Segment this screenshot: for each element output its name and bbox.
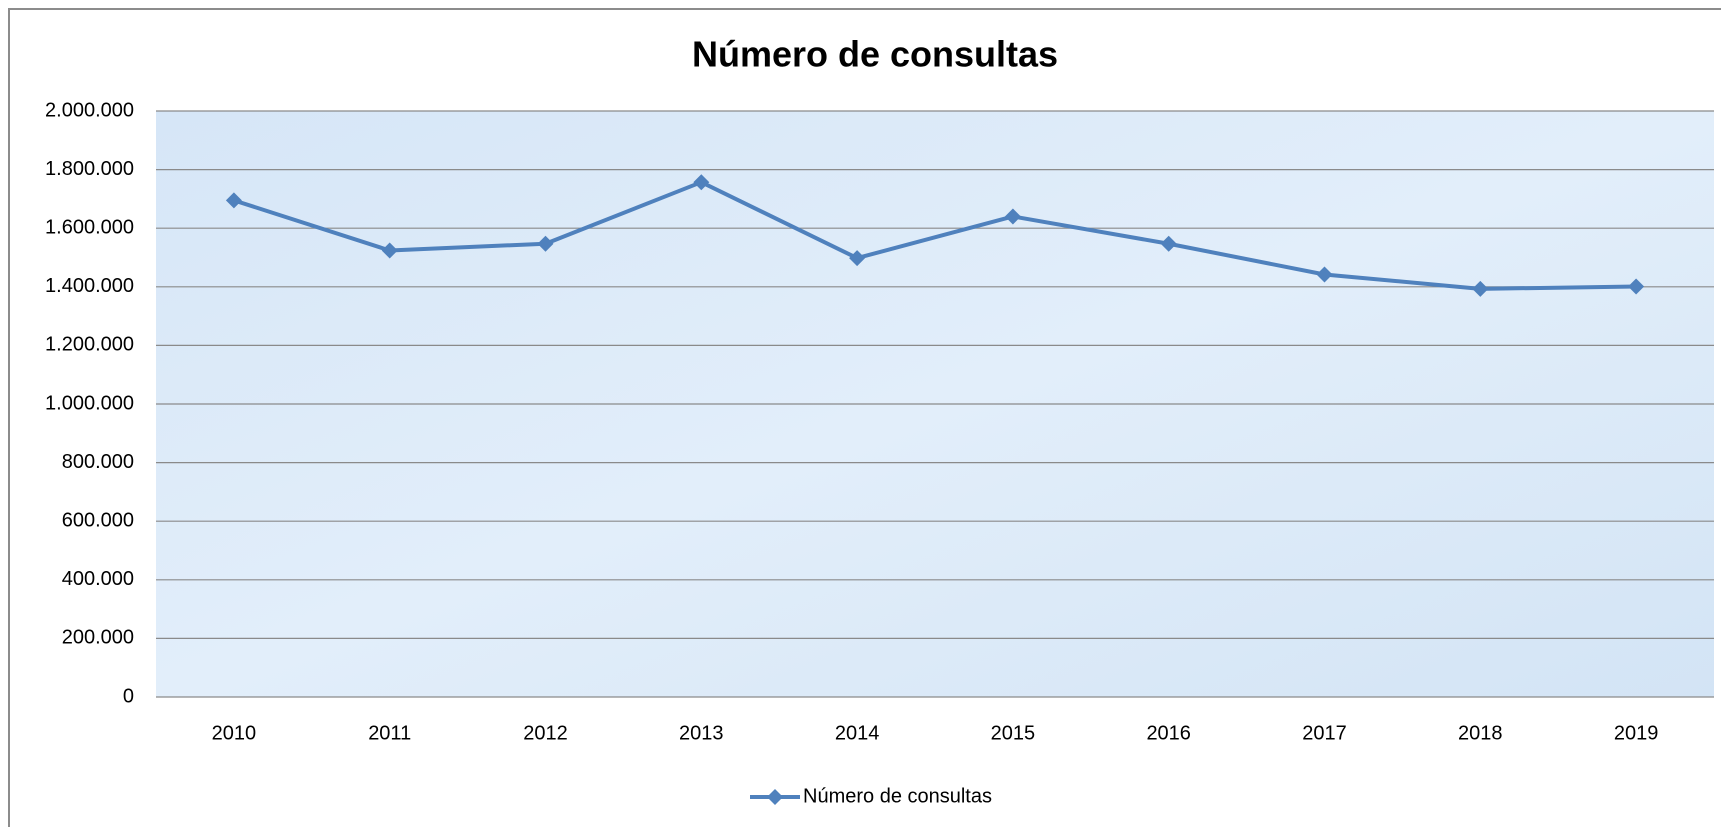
x-tick-label: 2010 xyxy=(212,722,257,744)
x-tick-label: 2011 xyxy=(368,722,411,744)
x-tick-label: 2018 xyxy=(1458,722,1503,744)
y-tick-label: 2.000.000 xyxy=(45,99,134,121)
x-tick-label: 2012 xyxy=(523,722,568,744)
y-tick-label: 0 xyxy=(123,685,134,707)
point-marker xyxy=(1316,266,1333,283)
point-marker xyxy=(1472,280,1489,297)
point-marker xyxy=(693,174,710,191)
y-tick-label: 1.200.000 xyxy=(45,334,134,356)
y-tick-label: 1.000.000 xyxy=(45,392,134,414)
x-tick-label: 2014 xyxy=(835,722,880,744)
x-tick-label: 2019 xyxy=(1614,722,1659,744)
point-marker xyxy=(1004,208,1021,225)
y-tick-label: 600.000 xyxy=(62,509,134,531)
point-marker xyxy=(1628,278,1645,295)
point-marker xyxy=(381,242,398,259)
chart-title: Número de consultas xyxy=(692,34,1058,75)
point-marker xyxy=(537,235,554,252)
x-tick-label: 2016 xyxy=(1146,722,1191,744)
y-tick-label: 200.000 xyxy=(62,627,134,649)
y-tick-label: 1.600.000 xyxy=(45,216,134,238)
y-tick-label: 1.400.000 xyxy=(45,275,134,297)
x-tick-label: 2013 xyxy=(679,722,724,744)
point-marker xyxy=(225,192,242,209)
point-marker xyxy=(1160,235,1177,252)
series-line xyxy=(233,180,1637,291)
y-tick-label: 1.800.000 xyxy=(45,158,134,180)
x-tick-label: 2017 xyxy=(1302,722,1347,744)
legend-label: Número de consultas xyxy=(803,785,992,807)
point-marker xyxy=(849,250,866,267)
y-tick-label: 800.000 xyxy=(62,451,134,473)
x-tick-label: 2015 xyxy=(991,722,1036,744)
legend-marker xyxy=(767,789,783,805)
y-tick-label: 400.000 xyxy=(62,568,134,590)
